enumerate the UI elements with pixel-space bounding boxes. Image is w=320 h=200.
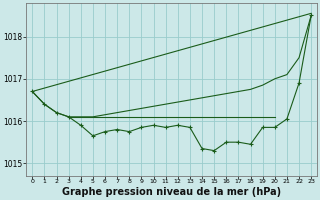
X-axis label: Graphe pression niveau de la mer (hPa): Graphe pression niveau de la mer (hPa) [62, 187, 281, 197]
